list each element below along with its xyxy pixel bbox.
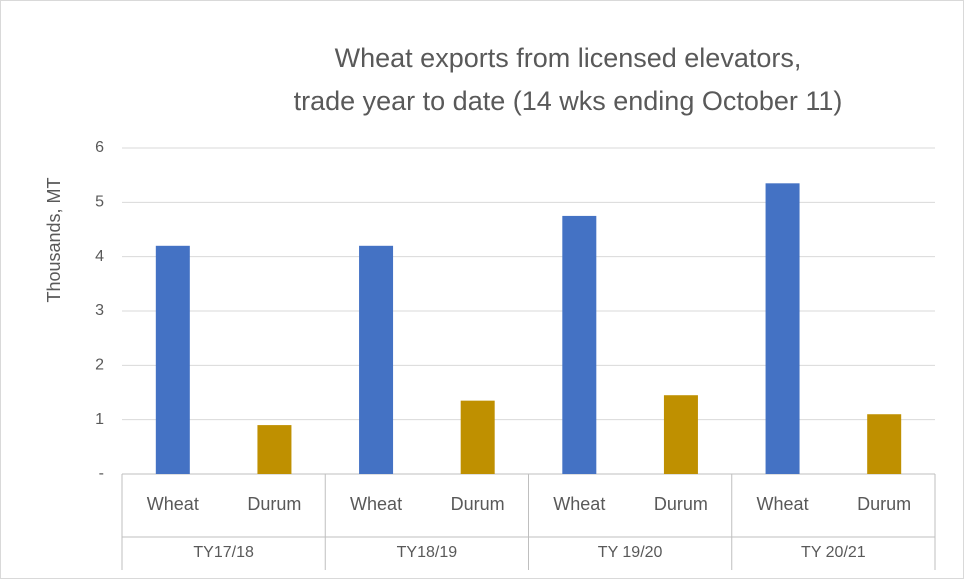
- x-tick-label: Wheat: [553, 494, 605, 514]
- y-tick-label: 5: [95, 194, 104, 211]
- x-tick-label: Durum: [247, 494, 301, 514]
- chart-title: trade year to date (14 wks ending Octobe…: [294, 86, 843, 116]
- y-tick-label: 6: [95, 139, 104, 156]
- bar: [867, 414, 902, 474]
- bar: [460, 400, 495, 474]
- y-tick-label: -: [99, 465, 104, 482]
- bar: [765, 183, 800, 475]
- group-label: TY18/19: [397, 544, 458, 561]
- group-label: TY 20/21: [801, 544, 866, 561]
- x-tick-label: Wheat: [757, 494, 809, 514]
- y-tick-label: 2: [95, 357, 104, 374]
- y-tick-label: 4: [95, 248, 104, 265]
- x-tick-label: Durum: [451, 494, 505, 514]
- group-label: TY 19/20: [598, 544, 663, 561]
- x-tick-label: Durum: [654, 494, 708, 514]
- x-tick-label: Durum: [857, 494, 911, 514]
- bar: [359, 245, 394, 474]
- x-tick-label: Wheat: [147, 494, 199, 514]
- y-tick-label: 1: [95, 411, 104, 428]
- x-tick-label: Wheat: [350, 494, 402, 514]
- bar: [155, 245, 190, 474]
- bar: [562, 215, 597, 474]
- bar: [663, 395, 698, 474]
- y-axis-label: Thousands, MT: [44, 177, 64, 302]
- y-tick-label: 3: [95, 302, 104, 319]
- bar: [257, 425, 292, 474]
- group-label: TY17/18: [193, 544, 254, 561]
- chart-title: Wheat exports from licensed elevators,: [335, 43, 802, 73]
